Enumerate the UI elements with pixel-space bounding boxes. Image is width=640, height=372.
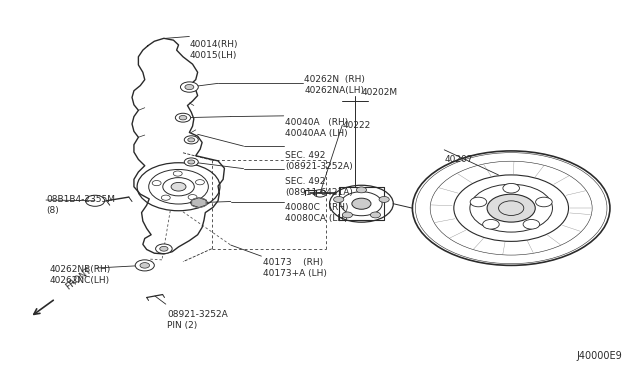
- Circle shape: [173, 171, 182, 176]
- Polygon shape: [192, 198, 206, 208]
- Circle shape: [180, 82, 198, 92]
- Circle shape: [188, 195, 197, 200]
- Text: SEC. 492
(08921-3252A): SEC. 492 (08921-3252A): [285, 151, 353, 171]
- Circle shape: [161, 195, 170, 200]
- Circle shape: [195, 180, 204, 185]
- Circle shape: [333, 196, 344, 202]
- Text: 40014(RH)
40015(LH): 40014(RH) 40015(LH): [189, 40, 238, 60]
- Circle shape: [185, 84, 194, 90]
- Text: SEC. 492
(08911-6421A): SEC. 492 (08911-6421A): [285, 177, 353, 197]
- Text: 40222: 40222: [342, 121, 371, 131]
- Circle shape: [160, 246, 168, 251]
- Circle shape: [135, 260, 154, 271]
- Text: 40207: 40207: [444, 155, 473, 164]
- Circle shape: [356, 187, 367, 193]
- Text: J40000E9: J40000E9: [577, 352, 623, 361]
- Circle shape: [184, 136, 198, 144]
- Circle shape: [152, 180, 161, 186]
- Circle shape: [140, 263, 150, 268]
- Text: 08B1B4-2355M
(8): 08B1B4-2355M (8): [46, 195, 115, 215]
- Circle shape: [523, 219, 540, 229]
- Circle shape: [175, 113, 191, 122]
- Text: 40080C   (RH)
40080CA (LH): 40080C (RH) 40080CA (LH): [285, 203, 348, 223]
- Circle shape: [371, 212, 381, 218]
- Text: 40262N  (RH)
40262NA(LH): 40262N (RH) 40262NA(LH): [304, 75, 365, 95]
- Circle shape: [188, 138, 195, 142]
- Text: 40040A   (RH)
40040AA (LH): 40040A (RH) 40040AA (LH): [285, 118, 348, 138]
- Circle shape: [483, 219, 499, 229]
- Circle shape: [503, 183, 520, 193]
- Circle shape: [179, 115, 187, 120]
- Circle shape: [536, 197, 552, 207]
- Circle shape: [156, 244, 172, 254]
- Circle shape: [184, 158, 198, 166]
- Text: 08921-3252A
PIN (2): 08921-3252A PIN (2): [167, 310, 228, 330]
- Circle shape: [342, 212, 353, 218]
- Circle shape: [171, 182, 186, 191]
- Text: 40173    (RH)
40173+A (LH): 40173 (RH) 40173+A (LH): [262, 258, 326, 278]
- Circle shape: [487, 194, 535, 222]
- Circle shape: [470, 197, 487, 207]
- Circle shape: [379, 196, 389, 202]
- Circle shape: [188, 160, 195, 164]
- Text: 40202M: 40202M: [362, 88, 397, 97]
- Circle shape: [352, 198, 371, 209]
- Text: 40262NB(RH)
40262NC(LH): 40262NB(RH) 40262NC(LH): [49, 265, 111, 285]
- Text: FRONT: FRONT: [64, 265, 93, 291]
